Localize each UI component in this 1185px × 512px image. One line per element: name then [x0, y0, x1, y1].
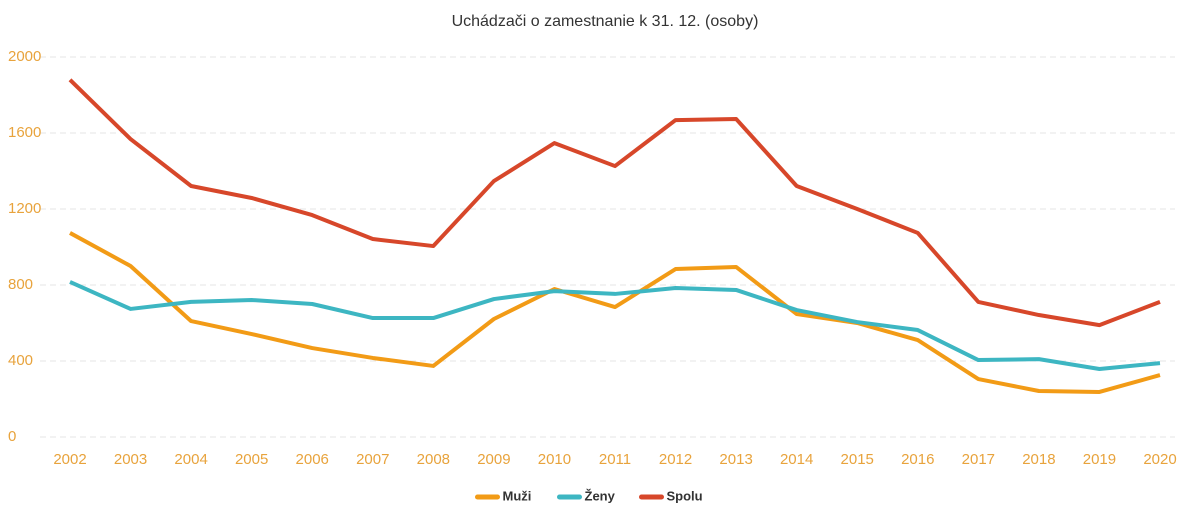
x-tick-label: 2011	[599, 451, 631, 468]
legend-label: Spolu	[667, 488, 703, 503]
legend-label: Ženy	[585, 488, 616, 503]
x-tick-label: 2017	[962, 451, 995, 468]
series-line	[69, 280, 1161, 371]
y-tick-label: 0	[8, 428, 16, 445]
x-tick-label: 2016	[901, 451, 934, 468]
x-tick-label: 2019	[1083, 451, 1116, 468]
x-tick-label: 2005	[235, 451, 268, 468]
x-tick-label: 2008	[417, 451, 450, 468]
x-tick-label: 2018	[1022, 451, 1055, 468]
y-tick-label: 1600	[8, 124, 41, 141]
x-tick-label: 2003	[114, 451, 147, 468]
x-tick-label: 2006	[296, 451, 329, 468]
x-tick-label: 2009	[477, 451, 510, 468]
legend-label: Muži	[503, 488, 532, 503]
x-tick-label: 2015	[841, 451, 874, 468]
x-tick-label: 2020	[1143, 451, 1176, 468]
x-tick-label: 2004	[174, 451, 207, 468]
y-tick-label: 1200	[8, 200, 41, 217]
x-tick-label: 2002	[53, 451, 86, 468]
y-tick-label: 400	[8, 352, 33, 369]
chart-title: Uchádzači o zamestnanie k 31. 12. (osoby…	[452, 13, 759, 30]
series-line	[68, 78, 1161, 328]
x-tick-label: 2007	[356, 451, 389, 468]
x-tick-label: 2014	[780, 451, 813, 468]
x-tick-label: 2012	[659, 451, 692, 468]
y-tick-label: 2000	[8, 48, 41, 65]
series-line	[69, 231, 1161, 394]
y-tick-label: 800	[8, 276, 33, 293]
x-tick-label: 2010	[538, 451, 571, 468]
x-tick-label: 2013	[719, 451, 752, 468]
